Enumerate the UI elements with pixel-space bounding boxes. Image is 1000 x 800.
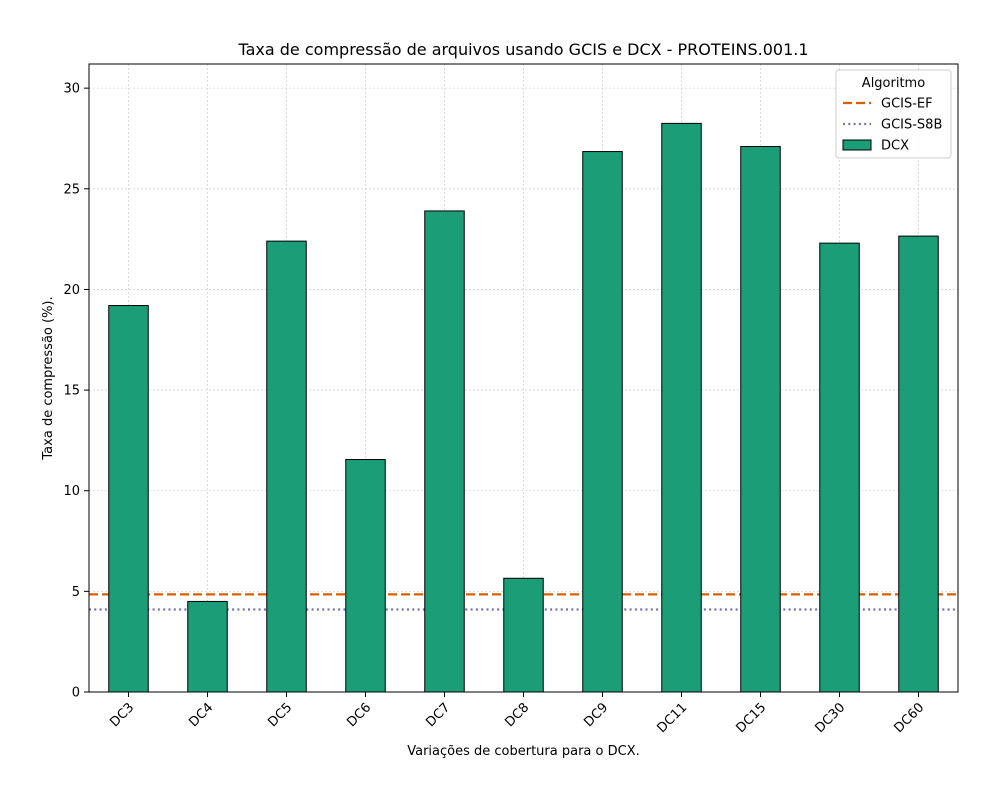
bar-dc7 <box>424 210 465 693</box>
x-tick-label: DC6 <box>344 700 374 730</box>
x-tick-label: DC9 <box>581 700 611 730</box>
legend-swatch-dcx <box>842 139 872 151</box>
legend: Algoritmo GCIS-EF GCIS-S8B DCX <box>835 69 952 159</box>
bar-dc5 <box>266 240 307 693</box>
x-axis-label: Variações de cobertura para o DCX. <box>407 744 640 759</box>
y-tick-label: 10 <box>63 484 80 499</box>
x-tick-label: DC4 <box>186 700 216 730</box>
legend-label-dcx: DCX <box>881 139 909 154</box>
bar-dc6 <box>345 459 386 693</box>
bar-dc15 <box>740 146 781 693</box>
legend-box <box>835 69 952 159</box>
legend-title: Algoritmo <box>862 76 925 91</box>
y-tick-label: 15 <box>63 384 80 399</box>
legend-label-gcis-s8b: GCIS-S8B <box>881 118 942 133</box>
y-tick-label: 5 <box>72 585 80 600</box>
x-tick-label: DC8 <box>502 700 532 730</box>
x-tick-label: DC5 <box>265 700 295 730</box>
x-tick-label: DC3 <box>107 700 137 730</box>
x-tick-label: DC60 <box>892 700 928 736</box>
bars <box>108 122 939 693</box>
bar-dc4 <box>187 600 228 693</box>
y-axis-label: Taxa de compressão (%). <box>41 296 56 460</box>
bar-dc3 <box>108 305 149 693</box>
legend-label-gcis-ef: GCIS-EF <box>881 97 933 112</box>
y-tick-label: 0 <box>72 686 80 701</box>
bar-dc8 <box>503 577 544 693</box>
bar-dc11 <box>661 122 702 693</box>
x-tick-label: DC30 <box>813 700 849 736</box>
bar-dc60 <box>898 235 939 693</box>
x-tick-label: DC7 <box>423 700 453 730</box>
chart-title: Taxa de compressão de arquivos usando GC… <box>237 40 808 59</box>
x-tick-label: DC11 <box>655 700 691 736</box>
bar-dc30 <box>819 242 860 693</box>
x-tick-label: DC15 <box>734 700 770 736</box>
y-tick-label: 30 <box>63 82 80 97</box>
y-tick-label: 25 <box>63 182 80 197</box>
y-tick-label: 20 <box>63 283 80 298</box>
bar-dc9 <box>582 151 623 693</box>
